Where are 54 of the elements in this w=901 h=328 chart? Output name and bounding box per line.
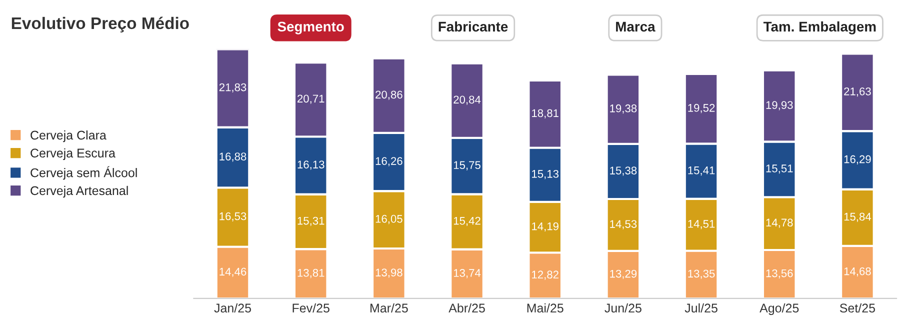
data-label: 13,81 [298,268,324,278]
data-label: 21,83 [219,83,246,93]
data-label: 20,84 [454,96,481,105]
data-label: 14,78 [766,218,793,228]
data-label: 13,29 [610,270,637,280]
x-tick-label: Jul/25 [684,303,718,313]
data-label: 16,13 [298,160,324,170]
data-label: 15,31 [298,216,324,226]
x-tick-label: Jan/25 [214,303,251,313]
legend-label: Cerveja Artesanal [30,186,128,198]
legend-label: Cerveja sem Álcool [30,166,137,180]
x-tick-label: Jun/25 [604,303,642,313]
data-label: 15,84 [844,212,872,222]
data-label: 19,93 [766,101,793,110]
data-label: 14,19 [532,222,558,232]
data-label: 18,81 [532,109,558,118]
data-label: 16,88 [220,152,246,162]
x-tick-label: Abr/25 [448,303,485,313]
data-label: 15,42 [454,216,480,226]
data-label: 13,56 [766,269,793,279]
chart-title: Evolutivo Preço Médio [12,16,189,32]
data-label: 15,75 [454,161,480,170]
data-label: 15,51 [766,164,793,174]
text: Marca [616,22,656,32]
data-label: 16,53 [220,212,246,222]
data-label: 13,98 [376,268,402,278]
data-label: 14,51 [688,220,715,230]
data-label: 15,13 [532,170,559,180]
x-tick-label: Mai/25 [527,303,564,313]
x-tick-label: Fev/25 [292,303,330,313]
data-label: 14,53 [610,220,637,230]
legend-label: Cerveja Clara [30,130,106,142]
x-tick-label: Mar/25 [370,303,408,313]
data-label: 13,35 [688,270,715,279]
text: Fabricante [438,21,508,32]
x-tick-label: Set/25 [840,303,875,313]
data-label: 14,46 [220,268,246,277]
data-label: 16,05 [376,214,402,224]
text: Segmento [278,22,344,34]
data-label: 12,82 [532,270,558,280]
data-label: 15,41 [688,166,715,176]
data-label: 21,63 [844,88,871,97]
data-label: 14,68 [844,267,871,277]
data-label: 19,38 [610,104,637,114]
data-label: 19,52 [688,104,715,114]
data-label: 20,71 [298,94,324,104]
data-label: 13,74 [454,269,481,278]
legend-label: Cerveja Escura [30,148,116,160]
x-tick-label: Ago/25 [760,303,799,315]
text: Tam. Embalagem [763,21,876,34]
data-label: 16,26 [376,157,402,166]
data-label: 15,38 [610,166,637,176]
data-label: 20,86 [376,90,402,100]
data-label: 16,29 [844,155,871,164]
